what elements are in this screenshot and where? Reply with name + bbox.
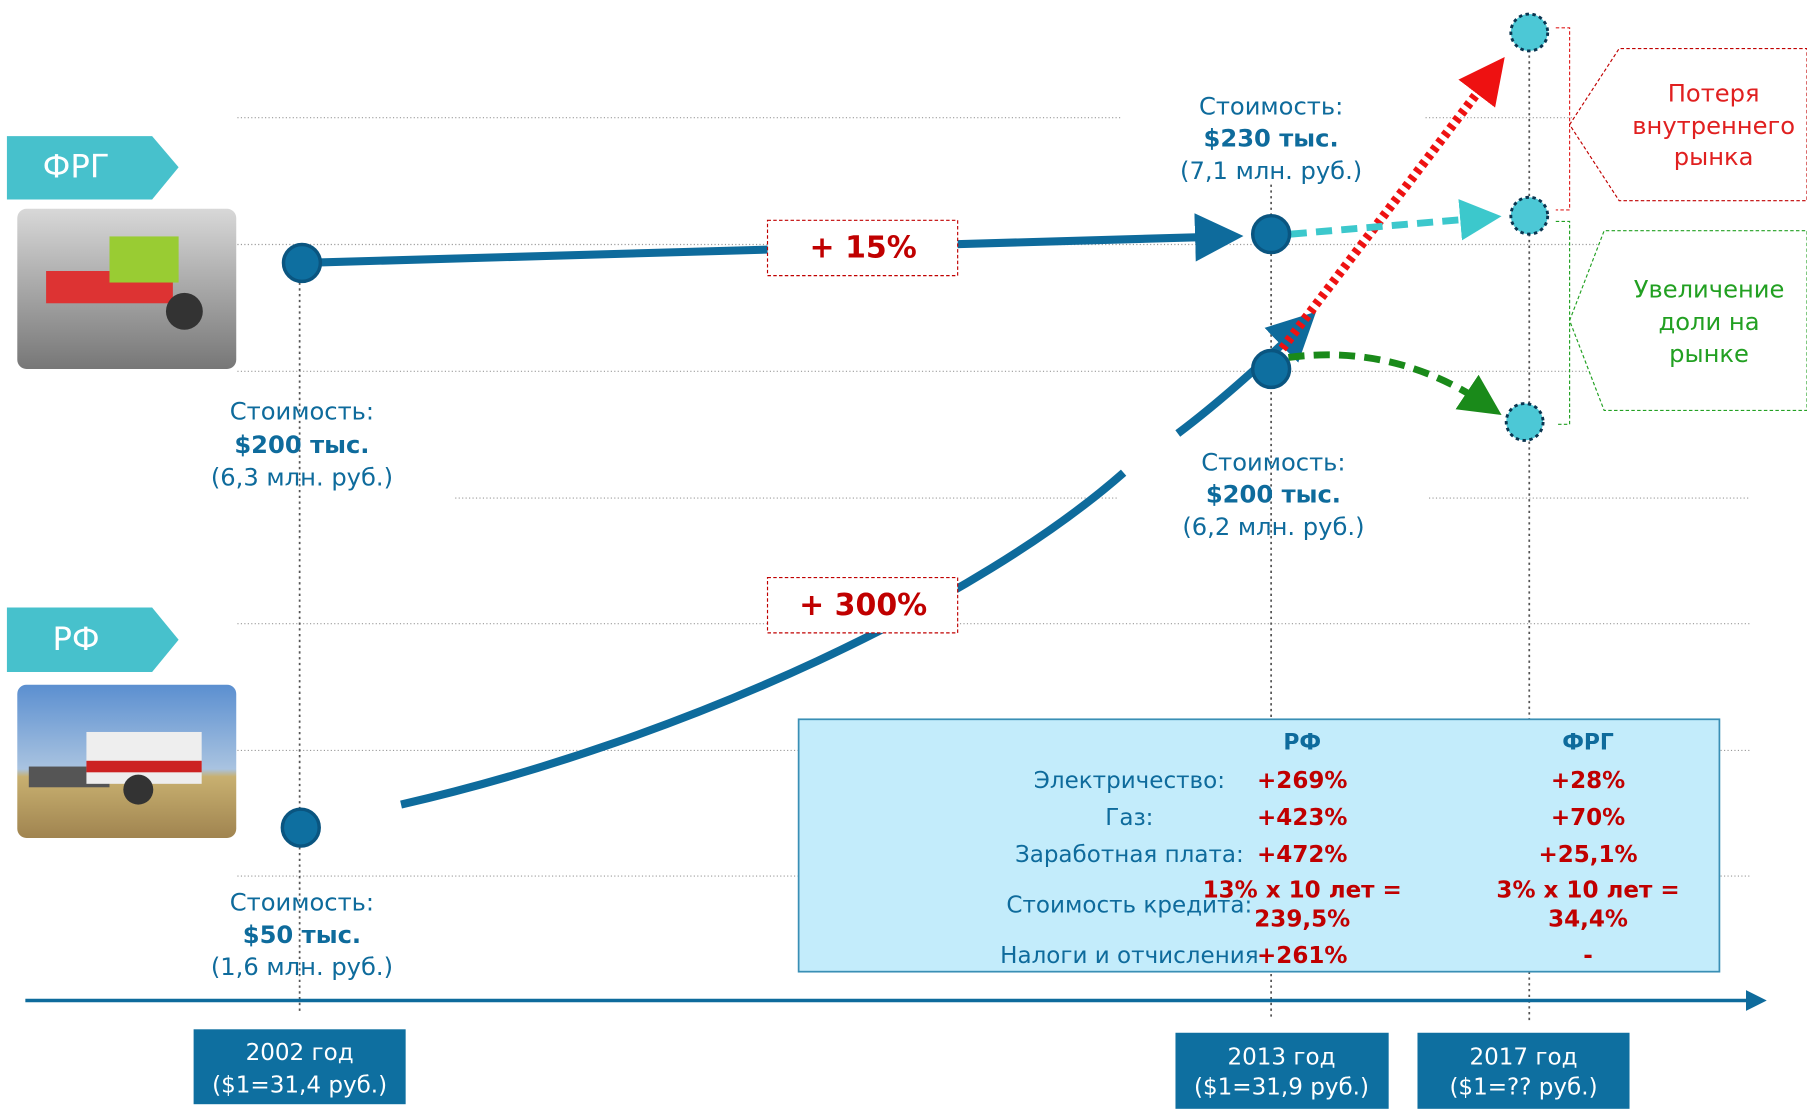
cell: +70% [1551, 805, 1625, 831]
callout: внутреннего [1632, 112, 1795, 140]
cell: 34,4% [1548, 906, 1628, 932]
cell: +25,1% [1538, 842, 1637, 868]
cell: 3% х 10 лет = [1496, 878, 1679, 904]
cell: - [1583, 943, 1593, 969]
cost: Стоимость: [230, 889, 374, 917]
callout: Увеличение [1634, 276, 1785, 304]
cost: $230 тыс. [1204, 125, 1339, 153]
year: 2002 год [246, 1040, 354, 1066]
cell: +472% [1257, 842, 1347, 868]
year-rate: ($1=?? руб.) [1449, 1075, 1597, 1101]
growth: + 300% [799, 588, 927, 623]
callout: рынке [1669, 340, 1749, 368]
diagram: ФРГ РФ + 15% + 300% Стоимость: $200 тыс.… [0, 0, 1807, 1109]
cost: $50 тыс. [243, 921, 361, 949]
cell: +28% [1551, 768, 1625, 794]
growth: + 15% [810, 231, 917, 266]
table-header: ФРГ [1562, 730, 1614, 755]
callout: доли на [1659, 308, 1760, 336]
years: 2002 год ($1=31,4 руб.) 2013 год ($1=31,… [194, 1029, 1630, 1109]
callout: Потеря [1668, 80, 1760, 108]
cost: $200 тыс. [1206, 481, 1341, 509]
cell: +269% [1257, 768, 1347, 794]
year: 2013 год [1227, 1045, 1335, 1071]
cost: (6,2 млн. руб.) [1182, 513, 1364, 541]
cost: (6,3 млн. руб.) [211, 463, 393, 491]
tag-label: РФ [52, 620, 99, 658]
cost: Стоимость: [1199, 92, 1343, 120]
cost: (1,6 млн. руб.) [211, 953, 393, 981]
cost: (7,1 млн. руб.) [1180, 157, 1362, 185]
year-rate: ($1=31,4 руб.) [212, 1072, 387, 1098]
tag-label: ФРГ [43, 147, 110, 185]
row-label: Электричество: [1034, 768, 1225, 794]
cost: Стоимость: [1201, 448, 1345, 476]
year: 2017 год [1469, 1045, 1577, 1071]
cost: $200 тыс. [234, 431, 369, 459]
table: РФ ФРГ Электричество: +269% +28% Газ: +423% +… [799, 719, 1720, 971]
cell: +423% [1257, 805, 1347, 831]
year-rate: ($1=31,9 руб.) [1194, 1075, 1369, 1101]
cell: +261% [1257, 943, 1347, 969]
row-label: Налоги и отчисления [1000, 943, 1258, 969]
row-label: Заработная плата: [1015, 842, 1244, 868]
cell: 13% х 10 лет = [1203, 878, 1402, 904]
cell: 239,5% [1254, 906, 1350, 932]
row-label: Газ: [1105, 805, 1153, 831]
callouts: Потеря внутреннего рынка Увеличение доли… [1556, 28, 1807, 424]
future-points [1506, 14, 1547, 440]
table-header: РФ [1283, 730, 1321, 755]
callout: рынка [1674, 143, 1754, 171]
cost: Стоимость: [230, 398, 374, 426]
